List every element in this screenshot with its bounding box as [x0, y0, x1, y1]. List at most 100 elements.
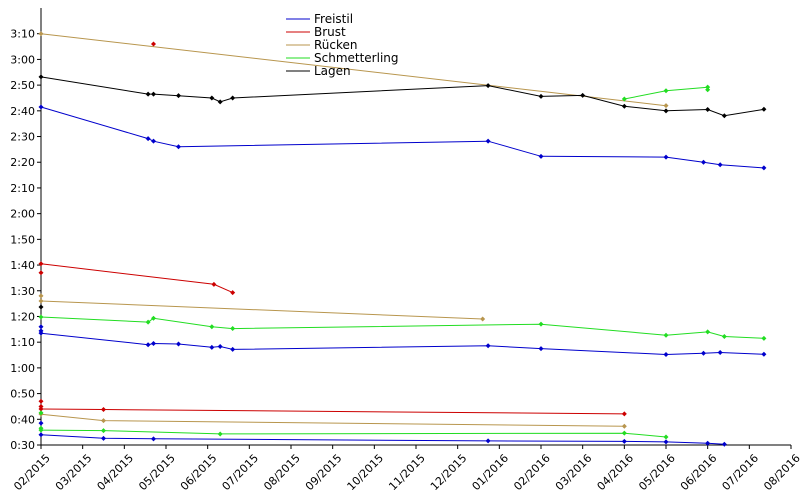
series-point [101, 418, 106, 424]
series-point [761, 335, 767, 341]
series-point [38, 406, 44, 412]
legend-label: Rücken [314, 38, 358, 52]
single-point [705, 87, 711, 93]
series-point [151, 91, 156, 97]
series-point [705, 84, 711, 90]
series-point [663, 332, 669, 338]
series-point [101, 407, 106, 413]
x-tick-label: 03/2015 [53, 452, 95, 494]
series-point [38, 298, 44, 304]
series-point [621, 423, 627, 429]
y-tick-label: 3:10 [10, 28, 35, 41]
series-line [40, 408, 625, 415]
single-point [38, 324, 44, 330]
series-point [621, 438, 627, 444]
y-tick-label: 2:10 [10, 182, 35, 195]
series-point [663, 103, 669, 109]
y-tick-label: 2:40 [10, 105, 35, 118]
series-point [580, 92, 586, 98]
y-tick-label: 1:20 [10, 310, 35, 323]
x-tick-label: 12/2015 [428, 452, 470, 494]
series-point [621, 411, 627, 417]
series-line [40, 33, 667, 107]
series-point [176, 144, 181, 150]
single-point [38, 403, 44, 409]
series-point [705, 329, 711, 335]
series-point [485, 438, 491, 444]
y-tick-label: 0:40 [10, 413, 35, 426]
y-tick-label: 1:10 [10, 336, 35, 349]
y-tick-label: 1:50 [10, 233, 35, 246]
series-point [217, 99, 223, 105]
single-point [38, 328, 44, 334]
series-point [209, 95, 215, 101]
x-tick-label: 07/2015 [220, 452, 262, 494]
series-point [485, 138, 491, 144]
x-tick-label: 10/2015 [345, 452, 387, 494]
series-point [209, 324, 215, 330]
series-point [621, 96, 627, 102]
single-point [38, 293, 44, 299]
series-point [38, 314, 44, 320]
series-point [705, 107, 711, 113]
series-point [211, 281, 217, 287]
y-tick-label: 2:00 [10, 208, 35, 221]
series-point [230, 290, 236, 296]
x-tick-label: 03/2016 [553, 452, 595, 494]
series-line [40, 263, 233, 294]
x-tick-label: 02/2015 [11, 452, 53, 494]
x-tick-label: 07/2016 [720, 452, 762, 494]
x-tick-label: 05/2015 [136, 452, 178, 494]
y-tick-label: 2:30 [10, 131, 35, 144]
legend-label: Lagen [314, 64, 351, 78]
series-point [38, 261, 44, 267]
series-point [485, 343, 491, 349]
x-tick-label: 08/2016 [761, 452, 800, 494]
y-tick-label: 1:00 [10, 362, 35, 375]
series-point [761, 106, 767, 112]
y-tick-label: 2:20 [10, 156, 35, 169]
single-point [38, 304, 44, 310]
series-point [721, 441, 727, 447]
single-point [38, 398, 44, 404]
x-tick-label: 06/2016 [678, 452, 720, 494]
series-point [721, 113, 727, 119]
series-point [38, 432, 44, 438]
single-point [38, 410, 44, 416]
x-tick-label: 04/2016 [595, 452, 637, 494]
series-point [485, 83, 491, 89]
series-line [40, 429, 667, 438]
series-point [101, 435, 106, 441]
x-tick-label: 02/2016 [511, 452, 553, 494]
y-tick-label: 0:50 [10, 388, 35, 401]
series-point [151, 315, 156, 321]
series-point [621, 430, 627, 436]
x-tick-label: 05/2016 [636, 452, 678, 494]
series-point [145, 319, 151, 325]
series-line [40, 316, 764, 339]
series-point [538, 346, 544, 352]
series-line [40, 106, 764, 169]
y-tick-label: 1:40 [10, 259, 35, 272]
single-point [38, 420, 44, 426]
series-point [721, 334, 727, 340]
series-point [663, 439, 669, 445]
series-point [230, 95, 236, 101]
series-line [40, 434, 725, 445]
series-point [230, 326, 236, 332]
y-tick-label: 1:30 [10, 285, 35, 298]
x-tick-label: 06/2015 [178, 452, 220, 494]
series-point [145, 342, 151, 348]
series-point [761, 351, 767, 357]
series-point [663, 154, 669, 160]
series-point [38, 104, 44, 110]
series-line [40, 300, 483, 320]
series-point [209, 344, 215, 350]
series-point [701, 350, 706, 356]
series-point [38, 31, 44, 37]
series-point [663, 352, 669, 358]
single-point [38, 270, 44, 276]
series-point [717, 162, 723, 168]
y-tick-label: 0:30 [10, 439, 35, 452]
